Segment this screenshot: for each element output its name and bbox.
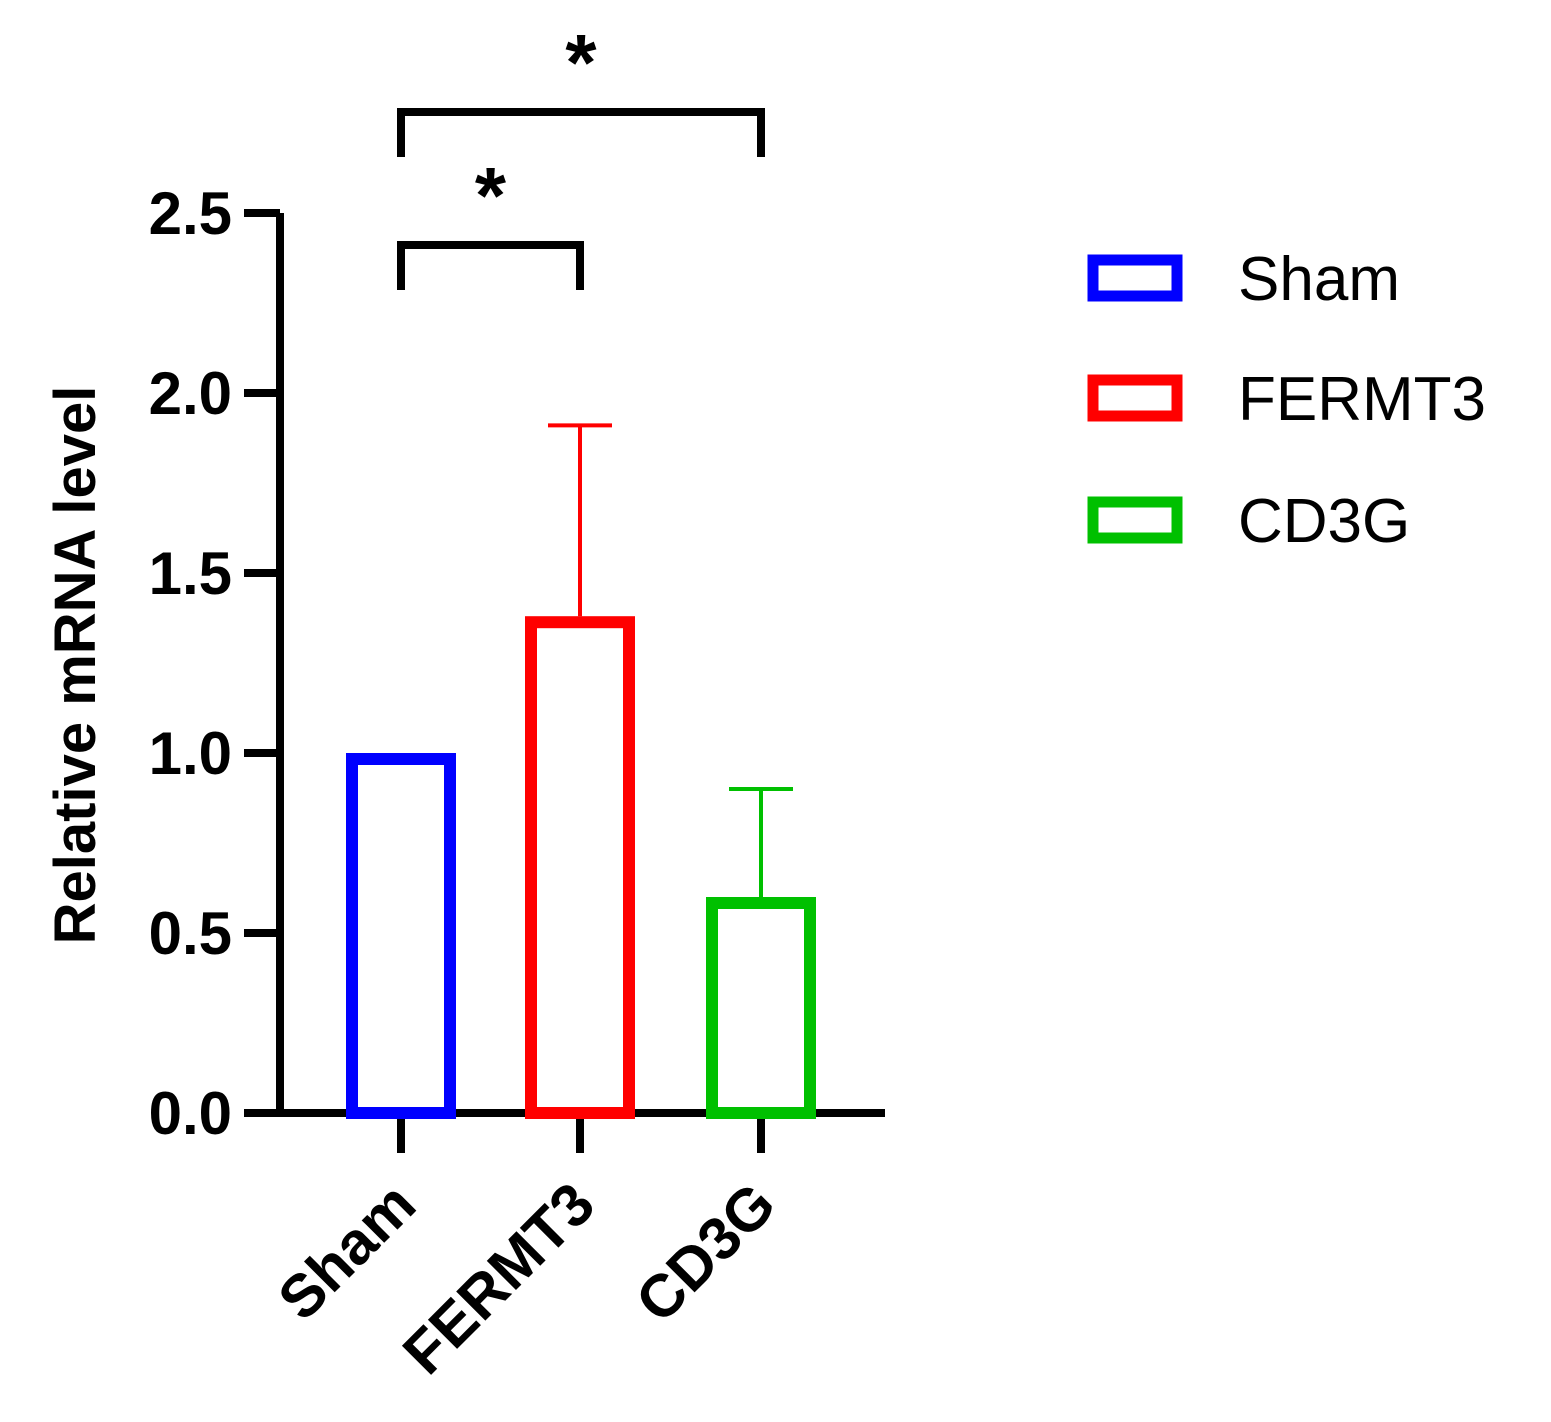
y-tick-label: 0.0 [149, 1080, 232, 1147]
y-tick-label: 1.5 [149, 540, 232, 607]
y-tick-label: 0.5 [149, 900, 232, 967]
y-tick-label: 2.5 [149, 180, 232, 247]
legend-swatch [1087, 254, 1183, 302]
y-tick-label: 2.0 [149, 360, 232, 427]
legend-swatch [1087, 496, 1183, 544]
significance-label: * [475, 151, 507, 240]
significance-bracket [397, 241, 584, 290]
bars [346, 616, 816, 1119]
legend-entry: CD3G [1238, 487, 1410, 556]
legend-entry: FERMT3 [1238, 365, 1486, 434]
y-axis-label: Relative mRNA level [43, 386, 108, 945]
bar [525, 616, 635, 1119]
x-tick-label: Sham [265, 1170, 428, 1333]
significance-bracket [397, 108, 765, 157]
significance-label: * [565, 18, 597, 107]
legend: Sham FERMT3 CD3G [1087, 245, 1486, 556]
x-tick-label: CD3G [623, 1170, 788, 1335]
legend-swatch [1087, 374, 1183, 422]
significance-brackets: ** [397, 18, 765, 290]
bar [706, 897, 816, 1119]
legend-entry: Sham [1238, 245, 1400, 314]
x-tick-label: FERMT3 [390, 1170, 607, 1387]
y-tick-label: 1.0 [149, 720, 232, 787]
error-bars [548, 423, 793, 897]
bar [346, 753, 456, 1119]
